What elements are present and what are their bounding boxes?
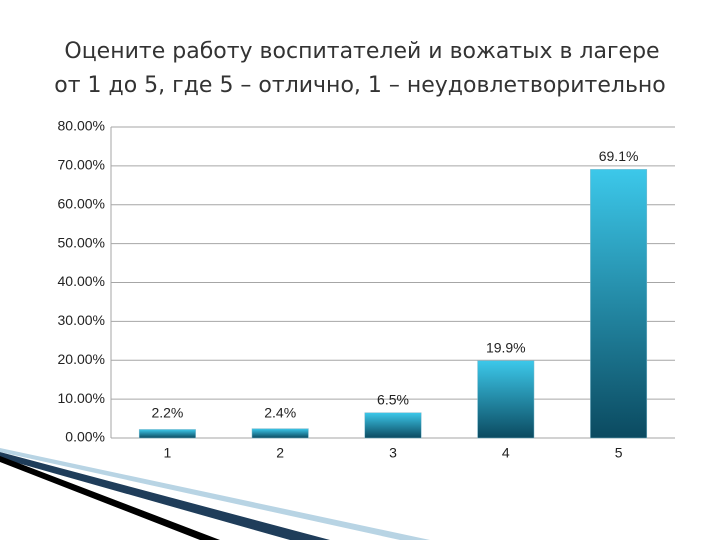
y-tick-label: 30.00% xyxy=(58,312,105,328)
y-tick-label: 10.00% xyxy=(58,390,105,406)
y-tick-label: 70.00% xyxy=(58,157,105,173)
chart-title: от 1 до 5, где 5 – отлично, 1 – неудовле… xyxy=(54,73,666,98)
x-tick-label: 3 xyxy=(389,445,397,461)
bar xyxy=(364,412,422,439)
decor-swoosh xyxy=(0,452,330,540)
decor-swoosh xyxy=(0,448,430,540)
x-tick-label: 5 xyxy=(615,445,623,461)
value-label: 6.5% xyxy=(377,391,409,407)
y-tick-label: 0.00% xyxy=(65,429,105,445)
bar xyxy=(590,169,648,439)
value-label: 2.2% xyxy=(151,405,183,421)
y-tick-label: 20.00% xyxy=(58,351,105,367)
bar xyxy=(477,360,535,439)
y-tick-label: 60.00% xyxy=(58,195,105,211)
x-tick-label: 2 xyxy=(276,445,284,461)
x-tick-label: 4 xyxy=(502,445,510,461)
value-label: 69.1% xyxy=(599,148,639,164)
chart-title: Оцените работу воспитателей и вожатых в … xyxy=(64,39,659,64)
x-tick-label: 1 xyxy=(164,445,172,461)
y-tick-label: 50.00% xyxy=(58,234,105,250)
value-label: 2.4% xyxy=(264,405,296,421)
value-label: 19.9% xyxy=(486,339,526,355)
y-tick-label: 80.00% xyxy=(58,118,105,134)
y-tick-label: 40.00% xyxy=(58,273,105,289)
bar xyxy=(138,429,196,439)
bar xyxy=(251,428,309,439)
decor-swoosh xyxy=(0,456,220,540)
